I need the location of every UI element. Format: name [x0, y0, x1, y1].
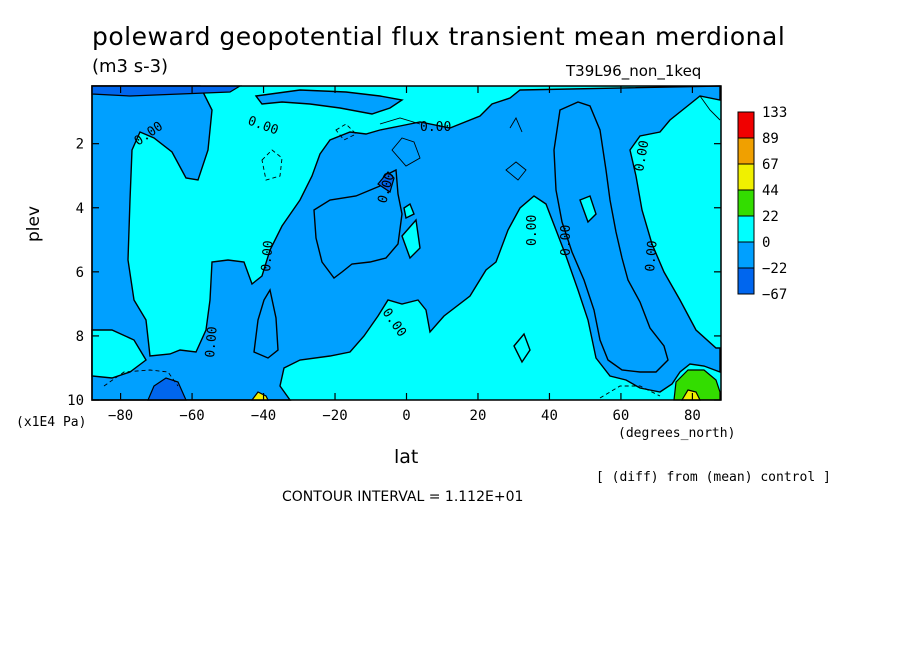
region-left-strip	[253, 288, 279, 359]
colorbar-label: 89	[762, 131, 779, 147]
colorbar-label: 44	[762, 183, 779, 199]
x-tick-label: −60	[179, 408, 204, 424]
x-axis-ticks: −80 −60 −40 −20 0 20 40 60 80	[108, 86, 701, 424]
thin-contour-3	[103, 369, 179, 387]
thin-contour-1	[391, 137, 421, 167]
colorbar-swatch	[737, 163, 755, 191]
x-axis-unit: (degrees_north)	[618, 426, 736, 441]
island-dot-1	[513, 332, 531, 364]
contour-lines	[103, 95, 721, 399]
x-tick-label: 80	[684, 408, 701, 424]
dash-contour-1	[261, 149, 283, 181]
island-dot-2	[403, 202, 415, 220]
contour-label: 0.00	[259, 240, 277, 273]
x-tick-label: −20	[322, 408, 347, 424]
colorbar-swatch	[737, 137, 755, 165]
positive-islands	[91, 195, 597, 379]
contour-label: 0.00	[203, 326, 221, 359]
green-spot	[673, 369, 721, 401]
colorbar-label: −22	[762, 261, 787, 277]
thin-contour-2	[505, 161, 527, 181]
y-tick-label: 2	[76, 137, 84, 153]
contour-label: 0.00	[632, 139, 652, 172]
colorbar-label: 133	[762, 105, 787, 121]
y-axis-unit: (x1E4 Pa)	[16, 415, 87, 430]
x-tick-label: 40	[541, 408, 558, 424]
contour-label: 0.00	[559, 225, 574, 256]
colorbar-label: 0	[762, 235, 770, 251]
spot-mid	[377, 171, 395, 193]
y-tick-label: 6	[76, 265, 84, 281]
y-tick-label: 8	[76, 329, 84, 345]
colorbar-swatch	[737, 267, 755, 295]
island-east	[579, 195, 597, 224]
colorbar-swatch	[737, 215, 755, 243]
y-tick-label: 4	[76, 201, 84, 217]
x-axis-label: lat	[394, 446, 419, 468]
thin-contour-7	[379, 117, 421, 125]
x-tick-label: 60	[613, 408, 630, 424]
colorbar-swatch	[737, 111, 755, 139]
colorbar-label: 67	[762, 157, 779, 173]
island-left	[91, 329, 147, 379]
contour-label: 0.00	[525, 215, 540, 246]
y-axis-ticks: 2 4 6 8 10	[67, 137, 721, 409]
contour-label: 0.00	[643, 240, 661, 273]
run-label: T39L96_non_1keq	[566, 62, 702, 80]
region-top-band	[254, 89, 404, 115]
x-tick-label: 0	[402, 408, 410, 424]
colorbar-swatch	[737, 241, 755, 269]
contour-interval: CONTOUR INTERVAL = 1.112E+01	[282, 489, 524, 505]
region-east-column	[553, 101, 669, 373]
colorbar-label: −67	[762, 287, 787, 303]
diff-note: [ (diff) from (mean) control ]	[596, 470, 831, 485]
y-tick-label: 10	[67, 393, 84, 409]
x-tick-label: −40	[251, 408, 276, 424]
x-tick-label: 20	[470, 408, 487, 424]
x-tick-label: −80	[108, 408, 133, 424]
contour-label: 0.00	[420, 120, 451, 135]
colorbar: 133 89 67 44 22 0 −22 −67	[737, 105, 787, 303]
colorbar-label: 22	[762, 209, 779, 225]
strong-positive-spots	[250, 369, 721, 401]
colorbar-swatch	[737, 189, 755, 217]
chart-title: poleward geopotential flux transient mea…	[92, 22, 786, 51]
region-center-block	[313, 168, 403, 279]
thin-contour-6	[509, 117, 523, 133]
dash-contour-2	[335, 123, 357, 141]
thin-contour-5	[699, 95, 721, 121]
chart-units: (m3 s-3)	[92, 56, 169, 77]
island-center	[401, 218, 421, 260]
